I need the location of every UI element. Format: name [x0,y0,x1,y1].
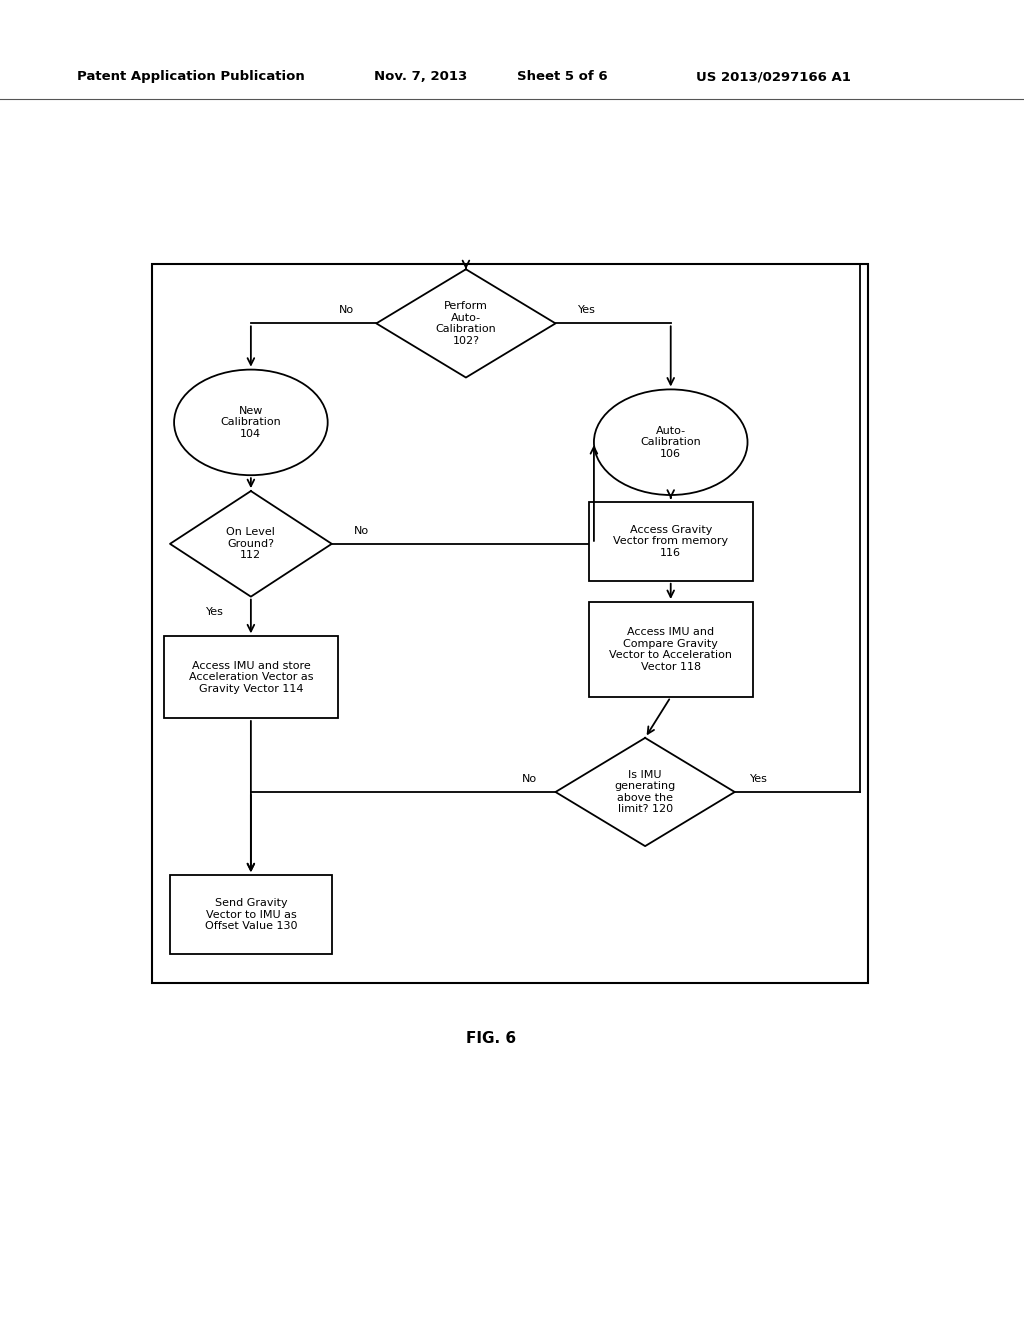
Text: Patent Application Publication: Patent Application Publication [77,70,304,83]
Text: Access IMU and
Compare Gravity
Vector to Acceleration
Vector 118: Access IMU and Compare Gravity Vector to… [609,627,732,672]
Bar [589,602,753,697]
Text: Nov. 7, 2013: Nov. 7, 2013 [374,70,467,83]
Text: Yes: Yes [578,305,596,315]
Text: US 2013/0297166 A1: US 2013/0297166 A1 [696,70,851,83]
Text: Auto-
Calibration
106: Auto- Calibration 106 [640,425,701,459]
Polygon shape [555,738,735,846]
Ellipse shape [594,389,748,495]
Polygon shape [170,491,332,597]
Bar [152,264,868,983]
Text: Access Gravity
Vector from memory
116: Access Gravity Vector from memory 116 [613,524,728,558]
Text: FIG. 6: FIG. 6 [467,1031,516,1047]
Bar [164,636,338,718]
Text: Yes: Yes [750,774,768,784]
Polygon shape [377,269,555,378]
Text: No: No [339,305,354,315]
Bar [170,875,332,954]
Ellipse shape [174,370,328,475]
Text: No: No [354,525,370,536]
Text: Access IMU and store
Acceleration Vector as
Gravity Vector 114: Access IMU and store Acceleration Vector… [188,660,313,694]
Text: Send Gravity
Vector to IMU as
Offset Value 130: Send Gravity Vector to IMU as Offset Val… [205,898,297,932]
Text: New
Calibration
104: New Calibration 104 [220,405,282,440]
Text: Perform
Auto-
Calibration
102?: Perform Auto- Calibration 102? [435,301,497,346]
Text: Yes: Yes [206,607,224,618]
Text: Is IMU
generating
above the
limit? 120: Is IMU generating above the limit? 120 [614,770,676,814]
Text: Sheet 5 of 6: Sheet 5 of 6 [517,70,608,83]
Bar [589,502,753,581]
Text: No: No [522,774,537,784]
Text: On Level
Ground?
112: On Level Ground? 112 [226,527,275,561]
